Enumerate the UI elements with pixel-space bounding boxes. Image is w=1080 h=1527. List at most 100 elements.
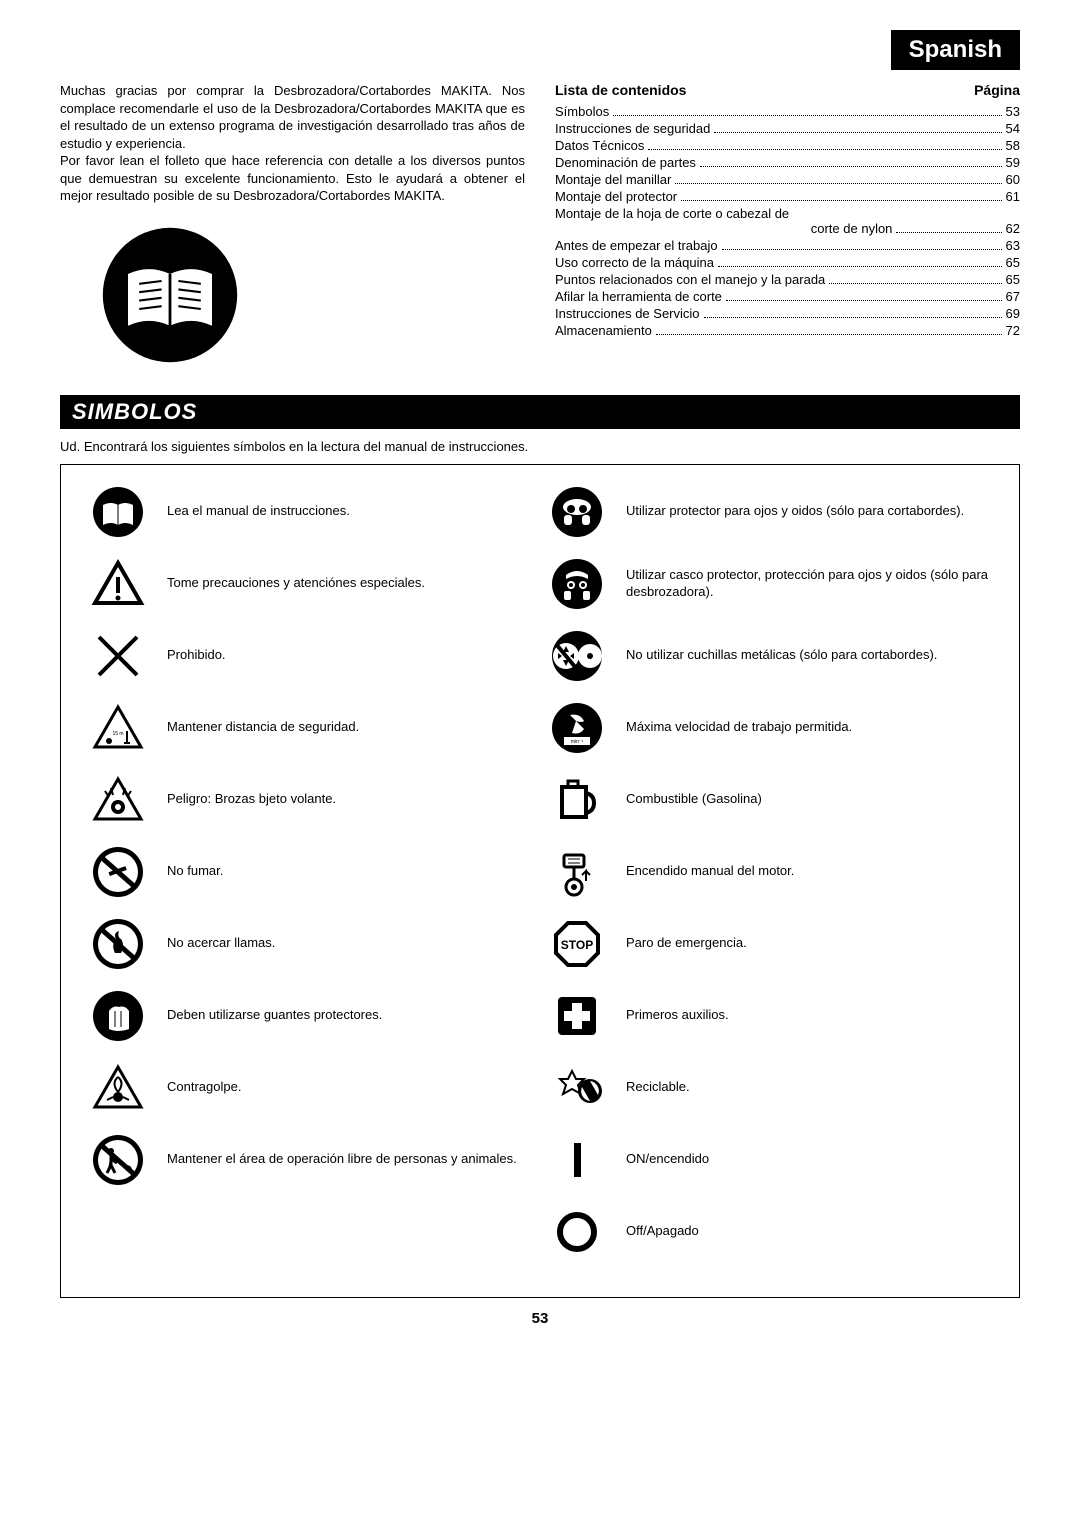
symbol-row: Lea el manual de instrucciones. bbox=[91, 485, 530, 539]
toc-item-label: Antes de empezar el trabajo bbox=[555, 238, 718, 253]
symbol-row: No acercar llamas. bbox=[91, 917, 530, 971]
symbol-text: Peligro: Brozas bjeto volante. bbox=[167, 791, 336, 808]
toc-item: Puntos relacionados con el manejo y la p… bbox=[555, 272, 1020, 287]
symbols-right-col: Utilizar protector para ojos y oidos (só… bbox=[550, 485, 989, 1277]
symbol-row: Utilizar casco protector, protección par… bbox=[550, 557, 989, 611]
toc-column: Lista de contenidos Página Símbolos53 Ins… bbox=[555, 82, 1020, 365]
symbol-text: Encendido manual del motor. bbox=[626, 863, 794, 880]
symbol-text: Deben utilizarse guantes protectores. bbox=[167, 1007, 382, 1024]
symbol-text: No utilizar cuchillas metálicas (sólo pa… bbox=[626, 647, 937, 664]
toc-item-label: Instrucciones de seguridad bbox=[555, 121, 710, 136]
symbol-text: Combustible (Gasolina) bbox=[626, 791, 762, 808]
toc-item-label: Montaje del manillar bbox=[555, 172, 671, 187]
toc-item: Montaje del manillar 60 bbox=[555, 172, 1020, 187]
symbol-text: ON/encendido bbox=[626, 1151, 709, 1168]
intro-p2: Por favor lean el folleto que hace refer… bbox=[60, 152, 525, 205]
symbol-icon bbox=[550, 1205, 604, 1259]
toc-item: Instrucciones de seguridad54 bbox=[555, 121, 1020, 136]
toc-item-page: 60 bbox=[1006, 172, 1020, 187]
toc-item-label: Afilar la herramienta de corte bbox=[555, 289, 722, 304]
toc-item-label: Instrucciones de Servicio bbox=[555, 306, 700, 321]
symbol-icon bbox=[550, 1061, 604, 1115]
symbol-text: Máxima velocidad de trabajo permitida. bbox=[626, 719, 852, 736]
symbol-icon: min⁻¹ bbox=[550, 701, 604, 755]
language-badge: Spanish bbox=[891, 30, 1020, 70]
symbol-row: Primeros auxilios. bbox=[550, 989, 989, 1043]
toc-item-label: Uso correcto de la máquina bbox=[555, 255, 714, 270]
svg-text:STOP: STOP bbox=[561, 938, 593, 952]
symbol-row: Mantener el área de operación libre de p… bbox=[91, 1133, 530, 1187]
symbol-text: Primeros auxilios. bbox=[626, 1007, 729, 1024]
symbol-icon bbox=[91, 1061, 145, 1115]
symbol-row: Deben utilizarse guantes protectores. bbox=[91, 989, 530, 1043]
toc-item-label: Montaje de la hoja de corte o cabezal de bbox=[555, 206, 1020, 221]
symbol-text: Mantener el área de operación libre de p… bbox=[167, 1151, 517, 1168]
symbol-text: Paro de emergencia. bbox=[626, 935, 747, 952]
symbol-text: No fumar. bbox=[167, 863, 223, 880]
symbol-icon bbox=[91, 917, 145, 971]
symbol-row: No utilizar cuchillas metálicas (sólo pa… bbox=[550, 629, 989, 683]
toc-item-page: 65 bbox=[1006, 255, 1020, 270]
read-manual-icon bbox=[100, 225, 525, 365]
symbol-row: min⁻¹ Máxima velocidad de trabajo permiti… bbox=[550, 701, 989, 755]
toc-item: Almacenamiento 72 bbox=[555, 323, 1020, 338]
toc-header-right: Página bbox=[974, 82, 1020, 98]
symbol-text: Prohibido. bbox=[167, 647, 226, 664]
symbol-row: STOP Paro de emergencia. bbox=[550, 917, 989, 971]
symbols-box: Lea el manual de instrucciones. Tome prec… bbox=[60, 464, 1020, 1298]
symbol-row: Prohibido. bbox=[91, 629, 530, 683]
section-intro-text: Ud. Encontrará los siguientes símbolos e… bbox=[60, 439, 1020, 454]
toc-item-page: 62 bbox=[1006, 221, 1020, 236]
symbol-row: Utilizar protector para ojos y oidos (só… bbox=[550, 485, 989, 539]
toc-item-label: Montaje del protector bbox=[555, 189, 677, 204]
symbol-icon bbox=[550, 845, 604, 899]
section-title-bar: SIMBOLOS bbox=[60, 395, 1020, 429]
symbol-icon bbox=[550, 1133, 604, 1187]
symbols-left-col: Lea el manual de instrucciones. Tome prec… bbox=[91, 485, 530, 1277]
symbol-icon bbox=[91, 629, 145, 683]
toc-item: Instrucciones de Servicio 69 bbox=[555, 306, 1020, 321]
toc-item: Uso correcto de la máquina 65 bbox=[555, 255, 1020, 270]
symbol-row: ON/encendido bbox=[550, 1133, 989, 1187]
symbol-text: No acercar llamas. bbox=[167, 935, 275, 952]
toc-item-label: Almacenamiento bbox=[555, 323, 652, 338]
toc-item-page: 69 bbox=[1006, 306, 1020, 321]
symbol-row: Peligro: Brozas bjeto volante. bbox=[91, 773, 530, 827]
svg-text:15 m: 15 m bbox=[112, 731, 123, 737]
symbol-icon bbox=[91, 557, 145, 611]
symbol-text: Lea el manual de instrucciones. bbox=[167, 503, 350, 520]
toc-item-page: 67 bbox=[1006, 289, 1020, 304]
toc-item-page: 53 bbox=[1006, 104, 1020, 119]
symbol-icon bbox=[550, 557, 604, 611]
symbol-text: Reciclable. bbox=[626, 1079, 690, 1096]
symbol-icon bbox=[550, 485, 604, 539]
symbol-text: Utilizar casco protector, protección par… bbox=[626, 567, 989, 601]
toc-item-page: 58 bbox=[1006, 138, 1020, 153]
toc-item-label: Puntos relacionados con el manejo y la p… bbox=[555, 272, 825, 287]
toc-item-page: 72 bbox=[1006, 323, 1020, 338]
toc-item-sublabel: corte de nylon bbox=[811, 221, 893, 236]
toc-item: Antes de empezar el trabajo63 bbox=[555, 238, 1020, 253]
symbol-row: No fumar. bbox=[91, 845, 530, 899]
symbol-icon bbox=[91, 773, 145, 827]
symbol-row: Contragolpe. bbox=[91, 1061, 530, 1115]
symbol-icon bbox=[550, 773, 604, 827]
toc-item: Datos Técnicos58 bbox=[555, 138, 1020, 153]
symbol-text: Off/Apagado bbox=[626, 1223, 699, 1240]
toc-item: Símbolos53 bbox=[555, 104, 1020, 119]
symbol-text: Contragolpe. bbox=[167, 1079, 241, 1096]
symbol-icon bbox=[91, 989, 145, 1043]
toc-item-page: 61 bbox=[1006, 189, 1020, 204]
intro-column: Muchas gracias por comprar la Desbrozado… bbox=[60, 82, 525, 365]
symbol-icon bbox=[550, 989, 604, 1043]
symbol-text: Tome precauciones y atenciónes especiale… bbox=[167, 575, 425, 592]
symbol-row: Combustible (Gasolina) bbox=[550, 773, 989, 827]
toc-item-page: 65 bbox=[1006, 272, 1020, 287]
toc-item: Montaje de la hoja de corte o cabezal de… bbox=[555, 206, 1020, 236]
toc-item: Denominación de partes59 bbox=[555, 155, 1020, 170]
symbol-icon bbox=[91, 485, 145, 539]
symbol-icon bbox=[550, 629, 604, 683]
symbol-text: Mantener distancia de seguridad. bbox=[167, 719, 359, 736]
toc-header-left: Lista de contenidos bbox=[555, 82, 686, 98]
symbol-row: Off/Apagado bbox=[550, 1205, 989, 1259]
